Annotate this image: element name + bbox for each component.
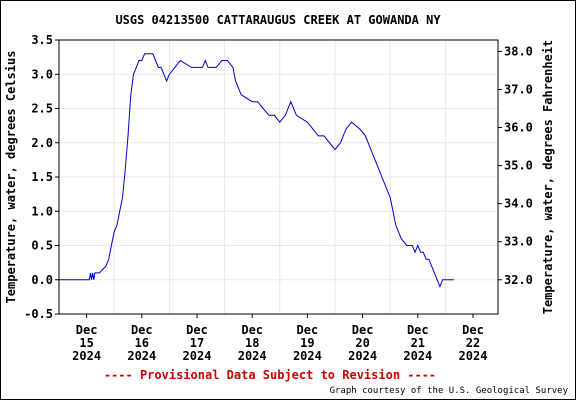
x-tick-month: Dec <box>186 323 208 337</box>
right-tick-label: 36.0 <box>504 121 533 135</box>
x-tick-year: 2024 <box>127 349 156 363</box>
right-tick-label: 35.0 <box>504 159 533 173</box>
usgs-credit: Graph courtesy of the U.S. Geological Su… <box>330 386 569 396</box>
right-tick-label: 37.0 <box>504 82 533 96</box>
left-tick-label: 2.0 <box>31 136 53 150</box>
x-tick-year: 2024 <box>403 349 432 363</box>
x-tick-day: 19 <box>300 336 314 350</box>
x-tick-year: 2024 <box>72 349 101 363</box>
left-tick-label: 0.0 <box>31 273 53 287</box>
right-tick-label: 38.0 <box>504 44 533 58</box>
x-tick-month: Dec <box>462 323 484 337</box>
x-tick-year: 2024 <box>183 349 212 363</box>
x-tick-year: 2024 <box>459 349 488 363</box>
left-axis-ticks: -0.5 0.0 0.5 1.0 1.5 2.0 2.5 3.0 3.5 <box>24 33 59 321</box>
x-tick-month: Dec <box>352 323 374 337</box>
x-tick-year: 2024 <box>348 349 377 363</box>
series-line <box>59 53 454 288</box>
x-tick-year: 2024 <box>293 349 322 363</box>
x-tick-day: 17 <box>190 336 204 350</box>
x-tick-day: 21 <box>411 336 425 350</box>
x-tick-day: 20 <box>355 336 369 350</box>
y-axis-label-left: Temperature, water, degrees Celsius <box>4 51 18 304</box>
x-tick-day: 22 <box>466 336 480 350</box>
x-tick-month: Dec <box>407 323 429 337</box>
right-tick-label: 33.0 <box>504 235 533 249</box>
left-tick-label: 2.5 <box>31 102 53 116</box>
right-tick-label: 32.0 <box>504 273 533 287</box>
x-tick-month: Dec <box>297 323 319 337</box>
left-tick-label: -0.5 <box>24 307 53 321</box>
y-axis-label-right: Temperature, water, degrees Fahrenheit <box>541 40 555 315</box>
left-tick-label: 3.5 <box>31 33 53 47</box>
x-tick-month: Dec <box>76 323 98 337</box>
x-tick-month: Dec <box>131 323 153 337</box>
chart-title: USGS 04213500 CATTARAUGUS CREEK AT GOWAN… <box>115 13 441 27</box>
left-tick-label: 1.0 <box>31 204 53 218</box>
provisional-notice: ---- Provisional Data Subject to Revisio… <box>104 368 436 382</box>
x-tick-day: 18 <box>245 336 259 350</box>
x-tick-month: Dec <box>241 323 263 337</box>
x-tick-day: 16 <box>135 336 149 350</box>
x-axis-ticks: Dec152024Dec162024Dec172024Dec182024Dec1… <box>72 314 487 363</box>
x-tick-day: 15 <box>79 336 93 350</box>
right-axis-ticks: 32.0 33.0 34.0 35.0 36.0 37.0 38.0 <box>498 44 533 287</box>
x-tick-year: 2024 <box>238 349 267 363</box>
right-tick-label: 34.0 <box>504 197 533 211</box>
left-tick-label: 3.0 <box>31 67 53 81</box>
left-tick-label: 0.5 <box>31 239 53 253</box>
left-tick-label: 1.5 <box>31 170 53 184</box>
plot-area <box>58 39 499 315</box>
